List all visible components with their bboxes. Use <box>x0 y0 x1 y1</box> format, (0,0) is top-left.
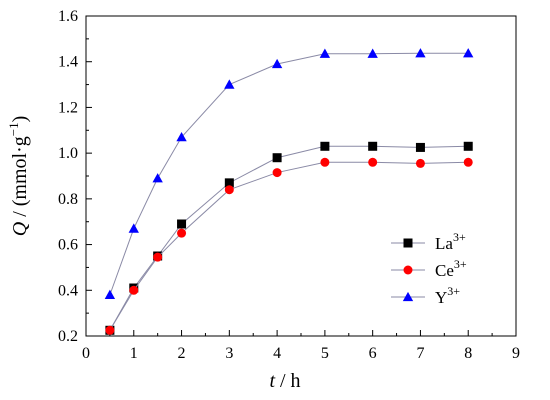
x-tick-label: 9 <box>512 345 520 362</box>
data-point-square <box>177 219 187 229</box>
y-tick-label: 0.6 <box>58 237 78 254</box>
legend-label-charge: 3+ <box>447 284 460 298</box>
data-point-circle <box>272 168 282 178</box>
data-point-triangle <box>319 48 331 58</box>
legend-label: La3+ <box>435 230 466 253</box>
y-tick-label: 1.0 <box>58 145 78 162</box>
data-point-circle <box>105 325 115 335</box>
x-axis-label-variable: t <box>269 370 275 392</box>
legend-label-ion: Ce <box>435 261 454 280</box>
data-point-circle <box>320 157 330 167</box>
data-point-triangle <box>128 223 139 233</box>
data-point-circle <box>368 157 378 167</box>
legend-item-ce: Ce3+ <box>391 257 467 280</box>
y-axis-label-unit: / (mmol·g <box>9 136 31 222</box>
x-tick-label: 8 <box>464 345 472 362</box>
data-point-triangle <box>415 48 426 58</box>
legend-label: Ce3+ <box>435 257 467 280</box>
series-line <box>109 145 469 331</box>
x-tick-label: 3 <box>225 345 233 362</box>
x-tick-label: 1 <box>130 345 138 362</box>
legend-label-ion: La <box>435 234 453 253</box>
legend-item-la: La3+ <box>391 230 466 253</box>
data-point-square <box>320 141 330 151</box>
legend-label-ion: Y <box>435 288 447 307</box>
x-tick-label: 4 <box>273 345 281 362</box>
x-tick-label: 2 <box>178 345 186 362</box>
x-axis-label: t / h <box>269 370 300 392</box>
y-tick-label: 0.4 <box>58 282 78 299</box>
data-point-circle <box>415 158 425 168</box>
data-point-triangle <box>104 289 116 299</box>
data-point-square <box>224 178 234 188</box>
series-layer <box>104 48 474 335</box>
y-tick-label: 1.4 <box>58 54 78 71</box>
data-point-triangle <box>152 173 163 183</box>
data-point-square <box>415 142 425 152</box>
legend-label-charge: 3+ <box>453 230 466 244</box>
data-point-circle <box>153 252 163 262</box>
data-point-triangle <box>176 131 187 142</box>
y-tick-label: 1.2 <box>58 99 78 116</box>
legend-label-charge: 3+ <box>454 257 467 271</box>
data-point-circle <box>403 265 413 275</box>
series-la <box>105 141 473 335</box>
data-point-circle <box>224 185 234 195</box>
series-line <box>109 161 469 331</box>
y-tick-label: 0.2 <box>58 328 78 345</box>
data-point-triangle <box>463 48 474 58</box>
legend-item-y: Y3+ <box>391 284 460 307</box>
data-point-triangle <box>367 48 378 58</box>
y-axis-label-close: ) <box>9 116 31 123</box>
x-tick-label: 0 <box>82 345 90 362</box>
x-tick-label: 6 <box>369 345 377 362</box>
x-tick-label: 5 <box>321 345 329 362</box>
data-point-square <box>368 141 378 151</box>
y-axis-label: Q / (mmol·g−1) <box>6 116 31 237</box>
data-point-square <box>463 141 473 151</box>
legend: La3+Ce3+Y3+ <box>391 230 467 307</box>
x-tick-label: 7 <box>416 345 424 362</box>
series-line <box>109 52 469 296</box>
data-point-circle <box>177 228 187 238</box>
data-point-square <box>272 153 282 163</box>
data-point-triangle <box>402 291 414 302</box>
legend-label: Y3+ <box>435 284 460 307</box>
x-axis-label-unit: / h <box>275 370 301 392</box>
series-ce <box>105 157 473 335</box>
data-point-triangle <box>271 58 283 69</box>
data-point-square <box>403 238 413 248</box>
y-axis-label-exponent: −1 <box>6 122 21 136</box>
data-point-circle <box>463 157 473 167</box>
y-axis: 0.2 0.4 0.6 0.8 1.0 1.2 1.4 1.6 <box>58 8 92 345</box>
y-tick-label: 0.8 <box>58 191 78 208</box>
series-y <box>104 48 474 299</box>
data-point-circle <box>129 285 139 295</box>
data-point-triangle <box>224 79 235 89</box>
y-axis-label-variable: Q <box>9 221 31 236</box>
y-tick-label: 1.6 <box>58 8 78 25</box>
x-axis: 0 1 2 3 4 5 6 7 8 9 <box>82 330 520 362</box>
